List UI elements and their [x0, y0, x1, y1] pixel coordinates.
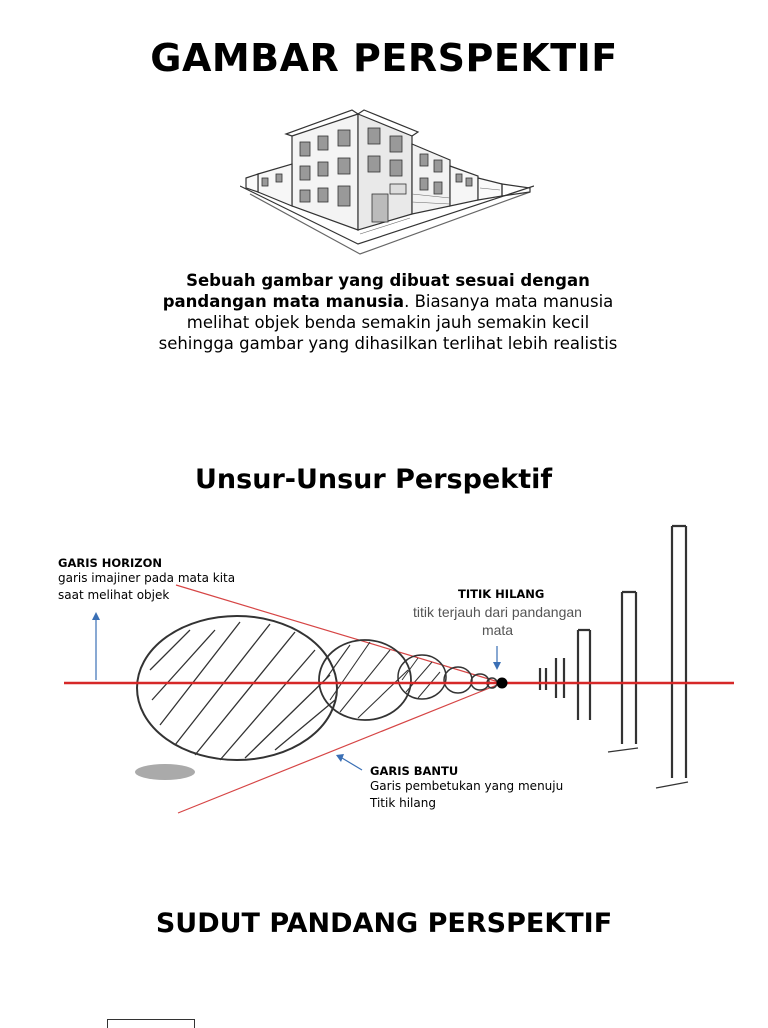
titik-hilang-line2: mata	[481, 622, 514, 638]
guide-line-arrow	[336, 754, 363, 771]
garis-horizon-title: GARIS HORIZON	[58, 556, 163, 570]
page-title: GAMBAR PERSPEKTIF	[150, 36, 618, 80]
garis-bantu-line2: Titik hilang	[370, 796, 436, 810]
vanishing-point-arrow	[493, 646, 501, 670]
perspective-elements-diagram	[64, 524, 734, 814]
large-sphere-sketch	[135, 615, 338, 780]
perspective-street-sketch	[240, 94, 534, 260]
titik-hilang-title: TITIK HILANG	[458, 587, 545, 601]
small-spheres-sketch	[397, 654, 498, 700]
medium-sphere-sketch	[318, 639, 412, 721]
guide-line-bottom	[177, 682, 503, 814]
label-titik-hilang-title: TITIK HILANG	[458, 587, 544, 601]
titik-hilang-line1: titik terjauh dari pandangan	[413, 604, 582, 620]
section-title-viewpoints: SUDUT PANDANG PERSPEKTIF	[155, 908, 613, 939]
description-text: . Biasanya mata manusia melihat objek be…	[158, 292, 618, 353]
label-garis-horizon: GARIS HORIZON garis imajiner pada mata k…	[58, 556, 235, 604]
description-paragraph: Sebuah gambar yang dibuat sesuai dengan …	[150, 270, 626, 354]
horizon-arrow	[92, 612, 100, 680]
description-bold: Sebuah gambar yang dibuat sesuai dengan …	[162, 271, 590, 311]
label-titik-hilang-desc: titik terjauh dari pandangan mata	[400, 603, 595, 639]
guide-line-top	[175, 584, 503, 684]
garis-horizon-line2: saat melihat objek	[58, 588, 170, 602]
vanishing-point	[496, 677, 508, 689]
garis-horizon-line1: garis imajiner pada mata kita	[58, 571, 236, 585]
garis-bantu-title: GARIS BANTU	[370, 764, 459, 778]
label-garis-bantu: GARIS BANTU Garis pembetukan yang menuju…	[370, 764, 563, 812]
posts-sketch	[538, 524, 689, 789]
section-title-elements: Unsur-Unsur Perspektif	[195, 464, 553, 495]
garis-bantu-line1: Garis pembetukan yang menuju	[370, 779, 564, 793]
